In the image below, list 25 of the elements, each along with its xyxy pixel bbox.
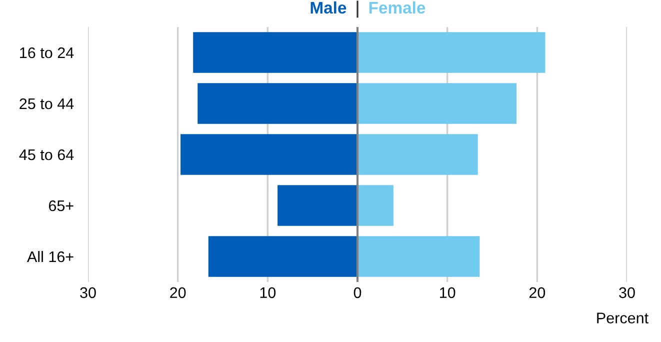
x-tick-label: 10 — [440, 287, 456, 298]
x-tick-label: 0 — [354, 287, 362, 298]
bar — [358, 185, 394, 226]
x-tick-label: 30 — [80, 287, 96, 298]
bar — [358, 236, 480, 277]
bar — [358, 134, 478, 175]
series-label: Male — [310, 1, 346, 14]
y-tick-label: 16 to 24 — [20, 47, 74, 58]
bar — [198, 83, 358, 124]
x-tick-label: 20 — [170, 287, 186, 298]
y-tick-label: 65+ — [48, 200, 74, 212]
series-label: Female — [369, 1, 426, 14]
bar — [358, 32, 546, 73]
bar — [193, 32, 358, 73]
x-axis-title: Percent — [597, 312, 648, 324]
bar — [208, 236, 358, 277]
bar — [180, 134, 358, 175]
bar — [358, 83, 517, 124]
x-tick-label: 10 — [260, 287, 276, 298]
bar — [278, 185, 358, 226]
x-tick-label: 30 — [619, 287, 635, 298]
y-tick-label: 45 to 64 — [19, 149, 74, 160]
y-tick-label: All 16+ — [27, 250, 74, 262]
x-tick-label: 20 — [529, 287, 546, 298]
y-tick-label: 25 to 44 — [20, 98, 74, 110]
